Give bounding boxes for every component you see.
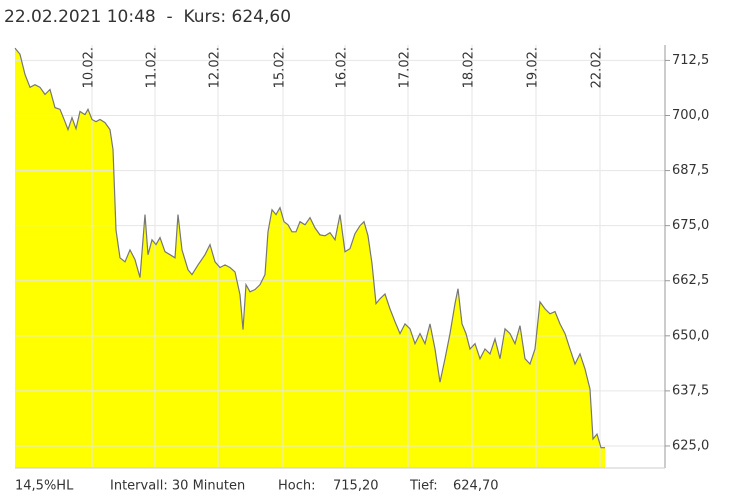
footer-text: Tief: (409, 479, 438, 494)
footer-text: Hoch: (278, 479, 316, 494)
x-tick-label: 12.02. (208, 47, 223, 88)
y-tick-label: 625,0 (672, 438, 709, 453)
x-tick-label: 19.02. (526, 47, 541, 88)
x-tick-label: 11.02. (145, 47, 160, 88)
y-tick-label: 687,5 (672, 163, 709, 178)
x-tick-label: 22.02. (590, 47, 605, 88)
x-tick-label: 10.02. (82, 47, 97, 88)
price-line (14, 47, 605, 449)
x-tick-label: 15.02. (273, 47, 288, 88)
y-tick-label: 650,0 (672, 328, 709, 343)
y-tick-label: 662,5 (672, 273, 709, 288)
y-tick-label: 637,5 (672, 383, 709, 398)
x-tick-label: 16.02. (335, 47, 350, 88)
y-tick-label: 700,0 (672, 108, 709, 123)
y-tick-label: 675,0 (672, 218, 709, 233)
x-tick-label: 18.02. (462, 47, 477, 88)
x-tick-label: 17.02. (398, 47, 413, 88)
footer-text: 14,5%HL (15, 479, 74, 494)
footer-text: 715,20 (333, 479, 379, 494)
y-tick-label: 712,5 (672, 53, 709, 68)
footer-text: 624,70 (453, 479, 499, 494)
footer-text: Intervall: 30 Minuten (110, 479, 245, 494)
chart-title: 22.02.2021 10:48 - Kurs: 624,60 (4, 7, 291, 27)
area (15, 48, 605, 468)
